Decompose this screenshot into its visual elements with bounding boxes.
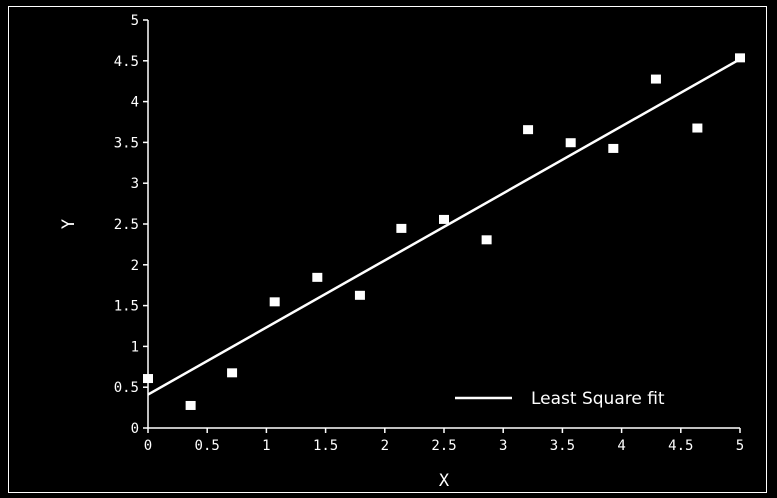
y-tick-label: 0 <box>131 421 139 437</box>
x-tick-label: 2 <box>381 438 389 454</box>
y-tick-label: 1.5 <box>114 299 139 315</box>
data-point <box>735 53 745 63</box>
y-tick-label: 1 <box>131 339 139 355</box>
x-tick-label: 1.5 <box>313 438 338 454</box>
data-point <box>650 74 661 84</box>
data-point <box>143 374 153 384</box>
y-tick-label: 4 <box>131 95 139 111</box>
axes: 0 0.5 1 1.5 2 2.5 3 3.5 4 4.5 5 0 0.5 1 1.5 2 2.5 3 3.5 4 4.… <box>114 13 745 454</box>
y-tick-label: 2.5 <box>114 217 139 233</box>
x-axis-label: X <box>439 471 450 491</box>
data-point <box>396 223 407 233</box>
y-tick-label: 0.5 <box>114 380 139 396</box>
x-tick-label: 0 <box>144 438 152 454</box>
x-tick-label: 5 <box>736 438 744 454</box>
x-tick-label: 3 <box>499 438 507 454</box>
x-tick-label: 4.5 <box>668 438 693 454</box>
y-axis-label: Y <box>59 219 79 229</box>
chart-marks <box>143 53 745 410</box>
chart-frame <box>8 6 767 493</box>
data-point <box>565 138 576 148</box>
data-point <box>354 290 365 300</box>
x-tick-label: 0.5 <box>195 438 220 454</box>
y-tick-label: 3 <box>131 176 139 192</box>
legend-label: Least Square fit <box>531 389 665 409</box>
data-point <box>312 272 323 282</box>
data-point <box>692 123 703 133</box>
data-point <box>185 400 196 410</box>
data-point <box>227 368 238 378</box>
data-point <box>608 143 619 153</box>
x-tick-label: 2.5 <box>431 438 456 454</box>
x-tick-label: 1 <box>262 438 270 454</box>
data-point <box>439 214 449 224</box>
x-tick-label: 3.5 <box>550 438 575 454</box>
data-point <box>523 125 534 135</box>
y-tick-label: 3.5 <box>114 135 139 151</box>
y-tick-label: 5 <box>131 13 139 29</box>
x-tick-label: 4 <box>617 438 625 454</box>
fit-line <box>147 58 741 396</box>
y-tick-label: 2 <box>131 258 139 274</box>
y-tick-label: 4.5 <box>114 54 139 70</box>
data-point <box>269 297 280 307</box>
data-point <box>481 235 492 245</box>
legend: Least Square fit <box>455 389 665 409</box>
